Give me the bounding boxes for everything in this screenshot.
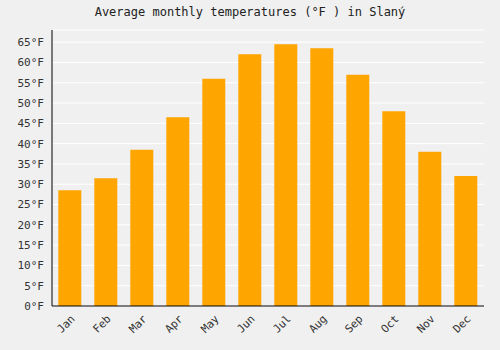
svg-text:10°F: 10°F (18, 259, 45, 272)
svg-text:Nov: Nov (414, 312, 438, 336)
svg-text:Sep: Sep (342, 312, 365, 335)
svg-text:30°F: 30°F (18, 178, 45, 191)
svg-text:20°F: 20°F (18, 219, 45, 232)
svg-text:45°F: 45°F (18, 117, 45, 130)
svg-text:0°F: 0°F (24, 300, 44, 313)
svg-text:55°F: 55°F (18, 77, 45, 90)
svg-text:35°F: 35°F (18, 158, 45, 171)
svg-text:Jun: Jun (234, 312, 257, 335)
svg-text:Aug: Aug (306, 312, 329, 335)
svg-text:Jan: Jan (54, 312, 77, 335)
svg-text:50°F: 50°F (18, 97, 45, 110)
svg-text:Feb: Feb (90, 312, 113, 335)
svg-text:65°F: 65°F (18, 36, 45, 49)
svg-text:5°F: 5°F (24, 280, 44, 293)
svg-text:15°F: 15°F (18, 239, 45, 252)
svg-text:40°F: 40°F (18, 138, 45, 151)
svg-text:60°F: 60°F (18, 56, 45, 69)
svg-text:Mar: Mar (126, 312, 150, 336)
svg-text:25°F: 25°F (18, 198, 45, 211)
svg-text:Oct: Oct (378, 312, 401, 335)
svg-text:May: May (198, 312, 222, 336)
svg-text:Apr: Apr (162, 312, 186, 336)
html-text:Average monthly temperatures (: Average monthly temperatures (°F ) in Sl… (94, 5, 406, 19)
svg-text:Dec: Dec (450, 312, 473, 335)
svg-text:Jul: Jul (270, 312, 293, 335)
